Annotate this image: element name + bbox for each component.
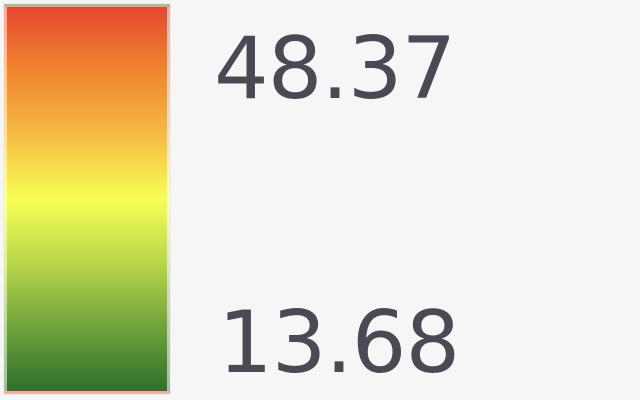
color-ramp-bar [4, 4, 170, 394]
legend-min-value: 13.68 [218, 293, 460, 393]
legend-max-value: 48.37 [214, 19, 456, 119]
